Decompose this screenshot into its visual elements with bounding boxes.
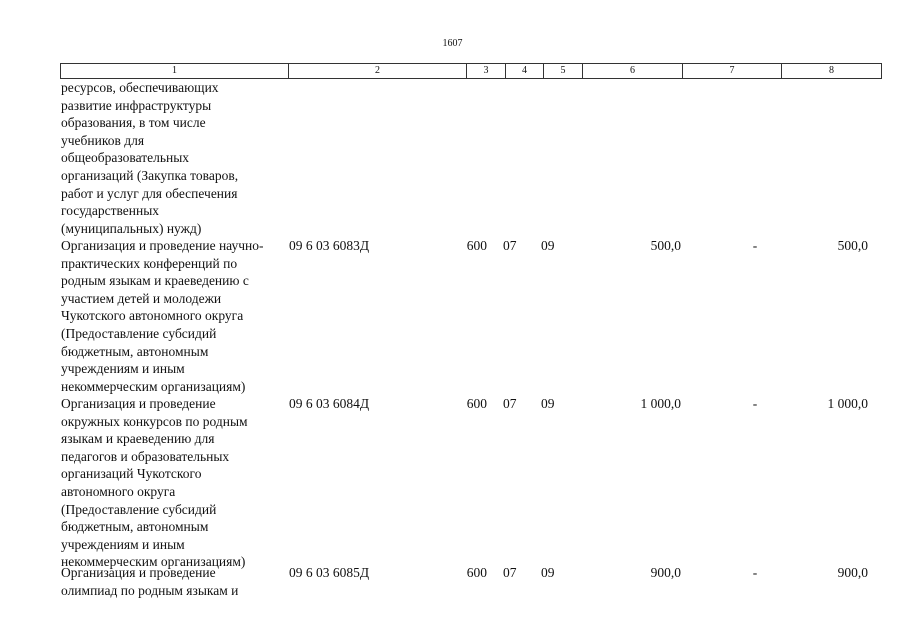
description-line: учебников для xyxy=(61,132,145,148)
description-line: ресурсов, обеспечивающих xyxy=(61,80,219,95)
description-line: окружных конкурсов по родным xyxy=(61,413,248,429)
description-line: Организация и проведение xyxy=(61,396,216,411)
description-line: некоммерческим организациям) xyxy=(61,554,246,570)
row-description: Организация и проведение олимпиад по родн… xyxy=(61,564,291,599)
column-header-7: 7 xyxy=(683,64,782,78)
row-section: 07 xyxy=(503,396,517,411)
row-description: Организация и проведение окружных конкурс… xyxy=(61,395,291,571)
description-line: (Предоставление субсидий xyxy=(61,501,217,517)
row-federal-amount: - xyxy=(752,396,758,411)
row-code: 09 6 03 6084Д xyxy=(289,396,370,411)
column-header-4: 4 xyxy=(506,64,544,78)
column-header-3: 3 xyxy=(467,64,506,78)
row-amount: 1 000,0 xyxy=(640,396,682,411)
description-line: образования, в том числе xyxy=(61,115,206,131)
description-line: Организация и проведение научно- xyxy=(61,238,264,253)
row-federal-amount: - xyxy=(752,565,758,580)
table-header: 1 2 3 4 5 6 7 8 xyxy=(60,63,882,79)
description-line: бюджетным, автономным xyxy=(61,343,209,359)
row-section: 07 xyxy=(503,238,517,253)
row-code: 09 6 03 6083Д xyxy=(289,238,370,253)
column-header-1: 1 xyxy=(61,64,289,78)
description-line: некоммерческим организациям) xyxy=(61,378,246,394)
row-amount: 900,0 xyxy=(650,565,681,580)
description-line: общеобразовательных xyxy=(61,150,190,166)
description-line: участием детей и молодежи xyxy=(61,290,222,306)
page-number: 1607 xyxy=(442,38,463,49)
row-expense-type: 600 xyxy=(466,238,487,253)
description-line: работ и услуг для обеспечения xyxy=(61,185,238,201)
row-description: ресурсов, обеспечивающих развитие инфраст… xyxy=(61,79,291,237)
row-section: 07 xyxy=(503,565,517,580)
description-line: языкам и краеведению для xyxy=(61,431,215,447)
description-line: практических конференций по xyxy=(61,255,238,271)
row-total: 500,0 xyxy=(837,238,868,253)
row-federal-amount: - xyxy=(752,238,758,253)
description-line: (Предоставление субсидий xyxy=(61,325,217,341)
row-subsection: 09 xyxy=(541,238,555,253)
column-header-8: 8 xyxy=(829,65,834,76)
row-subsection: 09 xyxy=(541,565,555,580)
row-expense-type: 600 xyxy=(466,565,487,580)
row-subsection: 09 xyxy=(541,396,555,411)
row-description: Организация и проведение научно-практиче… xyxy=(61,237,291,395)
column-header-6: 6 xyxy=(583,64,683,78)
description-line: родным языкам и краеведению с xyxy=(61,273,249,289)
description-line: олимпиад по родным языкам и xyxy=(61,582,239,598)
row-total: 900,0 xyxy=(837,565,868,580)
description-line: государственных xyxy=(61,203,160,219)
row-expense-type: 600 xyxy=(466,396,487,411)
description-line: автономного округа xyxy=(61,483,176,499)
description-line: педагогов и образовательных xyxy=(61,448,230,464)
description-line: развитие инфраструктуры xyxy=(61,97,212,113)
description-line: Организация и проведение xyxy=(61,565,216,580)
description-line: учреждениям и иным xyxy=(61,536,185,552)
description-line: учреждениям и иным xyxy=(61,361,185,377)
column-header-2: 2 xyxy=(289,64,467,78)
row-amount: 500,0 xyxy=(650,238,681,253)
column-header-5: 5 xyxy=(544,64,583,78)
description-line: (муниципальных) нужд) xyxy=(61,220,202,236)
row-total: 1 000,0 xyxy=(827,396,869,411)
description-line: Чукотского автономного округа xyxy=(61,308,244,324)
row-code: 09 6 03 6085Д xyxy=(289,565,370,580)
description-line: организаций Чукотского xyxy=(61,466,202,482)
description-line: организаций (Закупка товаров, xyxy=(61,167,239,183)
description-line: бюджетным, автономным xyxy=(61,519,209,535)
